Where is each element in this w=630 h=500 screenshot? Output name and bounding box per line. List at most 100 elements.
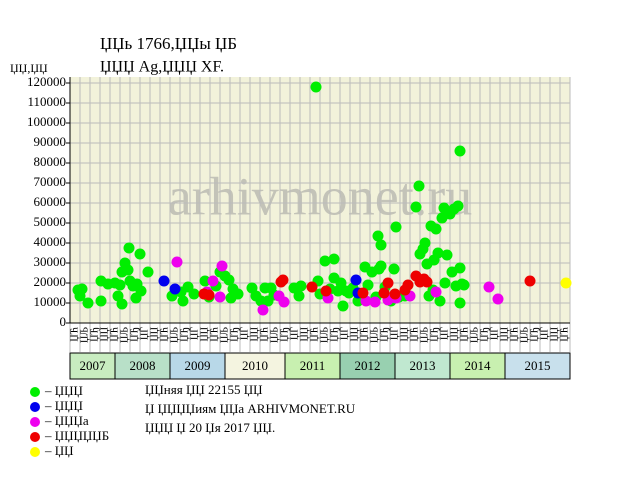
y-tick-label: 90000 bbox=[34, 134, 67, 149]
column-label: ЏЂ bbox=[179, 327, 190, 342]
point bbox=[454, 145, 466, 157]
y-tick-label: 30000 bbox=[34, 254, 67, 269]
column-label: ЏЋ bbox=[109, 326, 120, 341]
column-label: ЏЏ bbox=[149, 327, 160, 341]
column-label: ЏЂ bbox=[479, 327, 490, 342]
point bbox=[277, 274, 289, 286]
column-label: ЏЃ bbox=[288, 327, 300, 340]
legend-marker bbox=[30, 417, 40, 427]
column-label: ЏЉ bbox=[119, 327, 130, 343]
column-label: ЏЉ bbox=[419, 327, 430, 343]
point bbox=[388, 263, 400, 275]
point bbox=[171, 256, 183, 268]
point bbox=[454, 262, 466, 274]
point bbox=[82, 297, 94, 309]
column-label: ЏЏ bbox=[449, 327, 460, 341]
column-label: ЏЂ bbox=[129, 327, 140, 342]
y-tick-label: 110000 bbox=[27, 94, 66, 109]
column-label: ЏЋ bbox=[309, 326, 320, 341]
y-tick-label: 120000 bbox=[27, 74, 66, 89]
point bbox=[158, 275, 170, 287]
legend-marker bbox=[30, 402, 40, 412]
column-label: ЏЋ bbox=[69, 326, 80, 341]
point bbox=[439, 277, 451, 289]
column-label: ЏЏ bbox=[399, 327, 410, 341]
point bbox=[375, 260, 387, 272]
year-label: 2010 bbox=[242, 358, 268, 373]
point bbox=[207, 275, 219, 287]
column-label: ЏЃ bbox=[538, 327, 550, 340]
point bbox=[328, 253, 340, 265]
point bbox=[434, 295, 446, 307]
y-tick-label: 80000 bbox=[34, 154, 67, 169]
year-band bbox=[114, 352, 171, 380]
y-tick-label: 50000 bbox=[34, 214, 67, 229]
point bbox=[214, 291, 226, 303]
legend-label: – ЏЏЏЏЏБ bbox=[44, 428, 109, 443]
note: Џ ЏЏЏЏиям ЏЏа ARHIVMONET.RU bbox=[145, 401, 356, 416]
column-label: ЏЂ bbox=[279, 327, 290, 342]
legend-label: – ЏЏЏа bbox=[44, 413, 89, 428]
column-label: ЏЋ bbox=[409, 326, 420, 341]
point bbox=[122, 264, 134, 276]
y-tick-label: 10000 bbox=[34, 294, 67, 309]
point bbox=[337, 300, 349, 312]
column-label: ЏЉ bbox=[519, 327, 530, 343]
year-label: 2012 bbox=[355, 358, 381, 373]
column-label: ЏЃ bbox=[488, 327, 500, 340]
point bbox=[295, 280, 307, 292]
column-label: ЏЉ bbox=[269, 327, 280, 343]
point bbox=[335, 277, 347, 289]
column-label: ЏЉ bbox=[169, 327, 180, 343]
point bbox=[492, 293, 504, 305]
point bbox=[95, 295, 107, 307]
column-label: ЏЃ bbox=[388, 327, 400, 340]
point bbox=[432, 247, 444, 259]
column-label: ЏЃ bbox=[138, 327, 150, 340]
point bbox=[123, 242, 135, 254]
point bbox=[362, 279, 374, 291]
column-label: ЏЃ bbox=[438, 327, 450, 340]
legend-label: – ЏЏЏ bbox=[44, 398, 83, 413]
column-label: ЏЋ bbox=[159, 326, 170, 341]
year-band bbox=[394, 352, 451, 380]
point bbox=[402, 279, 414, 291]
year-label: 2009 bbox=[185, 358, 211, 373]
legend-marker bbox=[30, 447, 40, 457]
point bbox=[441, 249, 453, 261]
point bbox=[375, 239, 387, 251]
point bbox=[134, 248, 146, 260]
year-band bbox=[69, 352, 116, 380]
point bbox=[76, 283, 88, 295]
point bbox=[188, 288, 200, 300]
point bbox=[413, 180, 425, 192]
column-label: ЏЏ bbox=[249, 327, 260, 341]
point bbox=[199, 275, 211, 287]
column-label: ЏЂ bbox=[229, 327, 240, 342]
column-label: ЏЉ bbox=[469, 327, 480, 343]
y-tick-label: 70000 bbox=[34, 174, 67, 189]
column-label: ЏЂ bbox=[529, 327, 540, 342]
column-label: ЏЉ bbox=[79, 327, 90, 343]
column-label: ЏЏ bbox=[499, 327, 510, 341]
year-label: 2008 bbox=[130, 358, 156, 373]
column-label: ЏЋ bbox=[559, 326, 570, 341]
point bbox=[203, 289, 215, 301]
column-label: ЏЏ bbox=[199, 327, 210, 341]
column-label: ЏЏ bbox=[349, 327, 360, 341]
point bbox=[372, 230, 384, 242]
column-label: ЏЃ bbox=[338, 327, 350, 340]
point bbox=[116, 298, 128, 310]
point bbox=[483, 281, 495, 293]
point bbox=[454, 297, 466, 309]
point bbox=[293, 290, 305, 302]
point bbox=[452, 200, 464, 212]
note: ЏЏЏ Џ 20 Џя 2017 ЏЏ. bbox=[145, 420, 275, 435]
point bbox=[382, 277, 394, 289]
year-label: 2014 bbox=[465, 358, 492, 373]
legend-label: – ЏЏ bbox=[44, 443, 74, 458]
column-label: ЏЏ bbox=[549, 327, 560, 341]
point bbox=[142, 266, 154, 278]
legend-label: – ЏЏЏ bbox=[44, 383, 83, 398]
point bbox=[232, 288, 244, 300]
